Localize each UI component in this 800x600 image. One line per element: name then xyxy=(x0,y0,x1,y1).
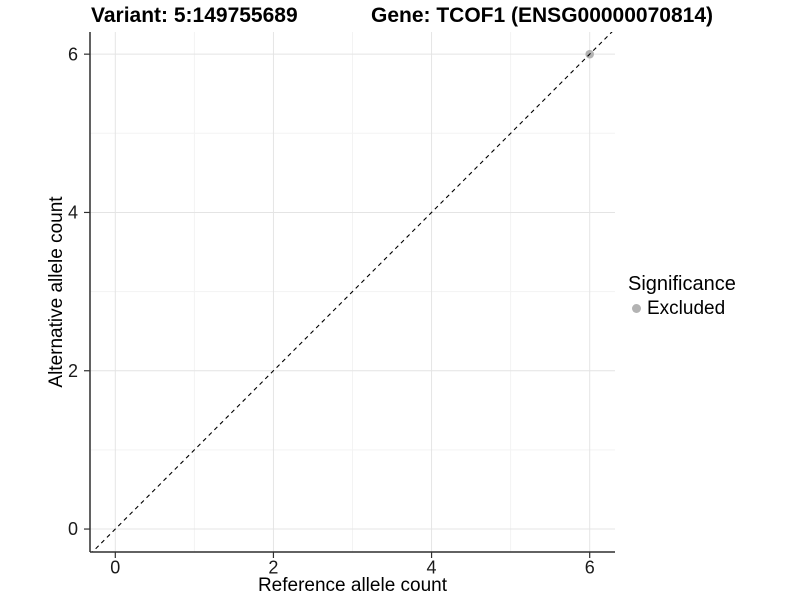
legend: Significance Excluded xyxy=(628,273,736,320)
identity-reference-line xyxy=(91,32,613,552)
y-tick-label: 6 xyxy=(68,44,78,64)
x-tick-label: 2 xyxy=(268,558,278,578)
y-tick-label: 0 xyxy=(68,519,78,539)
legend-item: Excluded xyxy=(628,298,736,320)
y-axis-label: Alternative allele count xyxy=(46,196,67,388)
legend-items: Excluded xyxy=(628,298,736,320)
plot-title-variant: Variant: 5:149755689 xyxy=(91,4,298,27)
x-tick-label: 4 xyxy=(427,558,437,578)
plot-title-gene: Gene: TCOF1 (ENSG00000070814) xyxy=(371,4,713,27)
y-tick-label: 4 xyxy=(68,203,78,223)
x-tick-label: 0 xyxy=(110,558,120,578)
legend-point-swatch-icon xyxy=(632,304,641,314)
legend-title: Significance xyxy=(628,273,736,295)
x-axis-label: Reference allele count xyxy=(257,575,448,596)
legend-item-label: Excluded xyxy=(647,298,726,319)
y-tick-label: 2 xyxy=(68,361,78,381)
x-tick-label: 6 xyxy=(585,558,595,578)
